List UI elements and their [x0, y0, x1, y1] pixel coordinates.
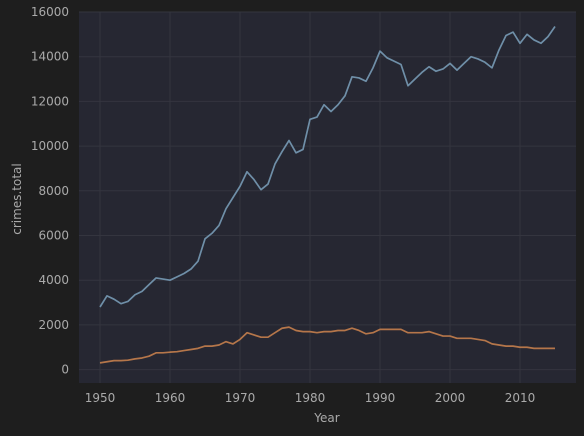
x-axis-label: Year [313, 411, 339, 425]
grid-lines [79, 11, 576, 383]
y-tick-label: 12000 [31, 94, 69, 108]
series-orange-line [99, 326, 555, 364]
plot-area [79, 12, 576, 383]
x-tick-label: 2000 [435, 391, 466, 405]
x-tick-label: 1950 [85, 391, 116, 405]
x-tick-label: 1980 [295, 391, 326, 405]
x-tick-labels: 1950 1960 1970 1980 1990 2000 2010 [85, 391, 536, 405]
y-axis-label: crimes.total [10, 163, 24, 234]
y-tick-label: 10000 [31, 139, 69, 153]
y-tick-label: 0 [61, 363, 69, 377]
y-tick-label: 4000 [38, 273, 69, 287]
x-tick-label: 1990 [365, 391, 396, 405]
series-blue-line [99, 26, 556, 308]
y-tick-labels: 0 2000 4000 6000 8000 10000 12000 14000 16000 [31, 5, 69, 377]
y-tick-label: 16000 [31, 5, 69, 19]
y-tick-label: 8000 [38, 184, 69, 198]
series-group [99, 26, 556, 364]
y-tick-label: 14000 [31, 50, 69, 64]
x-tick-label: 1960 [155, 391, 186, 405]
x-tick-label: 2010 [505, 391, 536, 405]
y-tick-label: 2000 [38, 318, 69, 332]
x-tick-label: 1970 [225, 391, 256, 405]
y-tick-label: 6000 [38, 228, 69, 242]
